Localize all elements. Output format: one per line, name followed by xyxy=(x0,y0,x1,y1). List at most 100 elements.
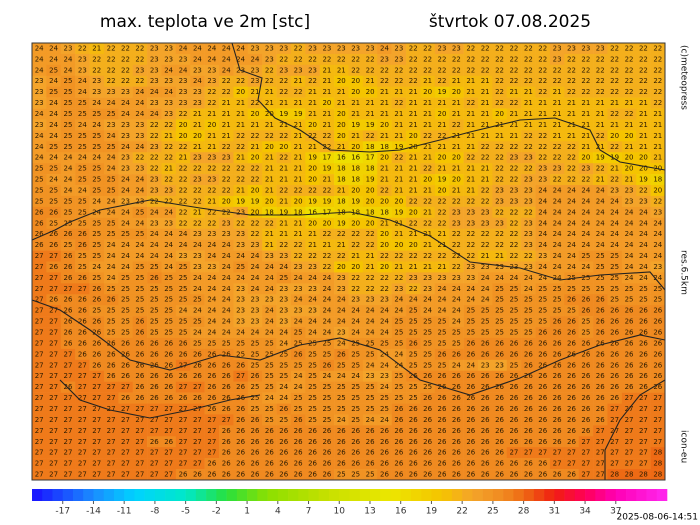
cell-value: 24 xyxy=(64,186,73,194)
cell xyxy=(32,250,47,262)
cell-value: 24 xyxy=(538,274,547,282)
cell-value: 24 xyxy=(92,263,101,271)
cell xyxy=(262,261,277,273)
cell-value: 25 xyxy=(337,405,346,413)
cell xyxy=(46,458,62,470)
cell-value: 27 xyxy=(64,449,73,457)
cell-value: 27 xyxy=(179,460,188,468)
cell-value: 24 xyxy=(380,307,389,315)
cell xyxy=(607,174,623,186)
cell xyxy=(564,108,579,120)
cell-value: 21 xyxy=(380,219,389,227)
cell xyxy=(535,337,551,350)
cell xyxy=(334,53,349,66)
cell-value: 25 xyxy=(78,176,87,184)
cell-value: 20 xyxy=(625,165,634,173)
cell-value: 27 xyxy=(625,416,634,424)
cell-value: 26 xyxy=(495,394,504,402)
cell-value: 22 xyxy=(207,219,216,227)
cell-value: 24 xyxy=(308,329,317,337)
cell xyxy=(492,337,508,350)
colorbar-swatch xyxy=(339,489,350,501)
cell xyxy=(521,436,536,448)
cell-value: 22 xyxy=(423,219,432,227)
cell xyxy=(276,43,292,55)
cell xyxy=(506,185,522,197)
cell-value: 24 xyxy=(193,55,202,63)
cell xyxy=(406,152,421,164)
cell-value: 27 xyxy=(35,361,44,369)
cell-value: 26 xyxy=(466,383,475,391)
cell-value: 25 xyxy=(121,307,130,315)
cell xyxy=(319,348,335,361)
cell-value: 21 xyxy=(466,77,475,85)
cell xyxy=(621,436,637,448)
cell-value: 25 xyxy=(64,110,73,118)
cell-value: 27 xyxy=(92,427,101,435)
cell-value: 24 xyxy=(121,99,130,107)
cell xyxy=(276,403,292,415)
cell-value: 24 xyxy=(121,208,130,216)
cell-value: 26 xyxy=(653,318,662,326)
cell-value: 26 xyxy=(452,383,461,391)
cell-value: 22 xyxy=(322,263,331,271)
cell xyxy=(276,436,292,448)
cell-value: 24 xyxy=(78,154,87,162)
cell xyxy=(621,261,637,273)
cell-value: 23 xyxy=(639,197,648,205)
cell xyxy=(636,86,651,98)
cell xyxy=(103,381,119,393)
cell xyxy=(607,217,623,230)
cell-value: 26 xyxy=(653,339,662,347)
cell xyxy=(60,152,76,164)
cell xyxy=(463,327,479,339)
cell-value: 22 xyxy=(466,154,475,162)
cell xyxy=(521,64,536,77)
cell xyxy=(636,97,651,109)
cell xyxy=(564,119,579,131)
cell-value: 22 xyxy=(409,285,418,293)
cell xyxy=(593,97,608,109)
cell xyxy=(32,97,47,109)
cell xyxy=(89,64,105,77)
cell-value: 25 xyxy=(121,230,130,238)
cell-value: 26 xyxy=(452,427,461,435)
cell-value: 26 xyxy=(481,449,490,457)
cell-value: 27 xyxy=(49,274,58,282)
cell xyxy=(60,185,76,197)
cell-value: 25 xyxy=(121,274,130,282)
cell xyxy=(60,272,76,284)
cell xyxy=(161,414,177,426)
cell xyxy=(535,272,551,284)
cell-value: 22 xyxy=(236,176,245,184)
cell xyxy=(549,174,565,186)
cell-value: 24 xyxy=(625,208,634,216)
cell xyxy=(204,217,220,230)
cell-value: 25 xyxy=(366,350,375,358)
cell xyxy=(319,217,335,230)
cell xyxy=(377,425,392,437)
cell xyxy=(204,469,220,481)
cell-value: 23 xyxy=(625,197,634,205)
cell-value: 25 xyxy=(596,263,605,271)
cell xyxy=(362,64,378,77)
cell xyxy=(103,392,119,404)
cell xyxy=(377,392,392,404)
cell xyxy=(262,305,277,317)
cell xyxy=(247,97,263,109)
cell xyxy=(420,185,436,197)
cell-value: 22 xyxy=(107,55,116,63)
cell xyxy=(46,272,62,284)
cell xyxy=(290,370,306,382)
cell-value: 18 xyxy=(653,176,662,184)
cell-value: 18 xyxy=(366,143,375,151)
cell xyxy=(204,272,220,284)
cell-value: 25 xyxy=(423,361,432,369)
cell xyxy=(535,174,551,186)
cell xyxy=(377,327,392,339)
cell xyxy=(492,305,508,317)
cell-value: 21 xyxy=(394,88,403,96)
cell xyxy=(204,294,220,306)
cell-value: 21 xyxy=(337,186,346,194)
cell-value: 19 xyxy=(610,154,619,162)
